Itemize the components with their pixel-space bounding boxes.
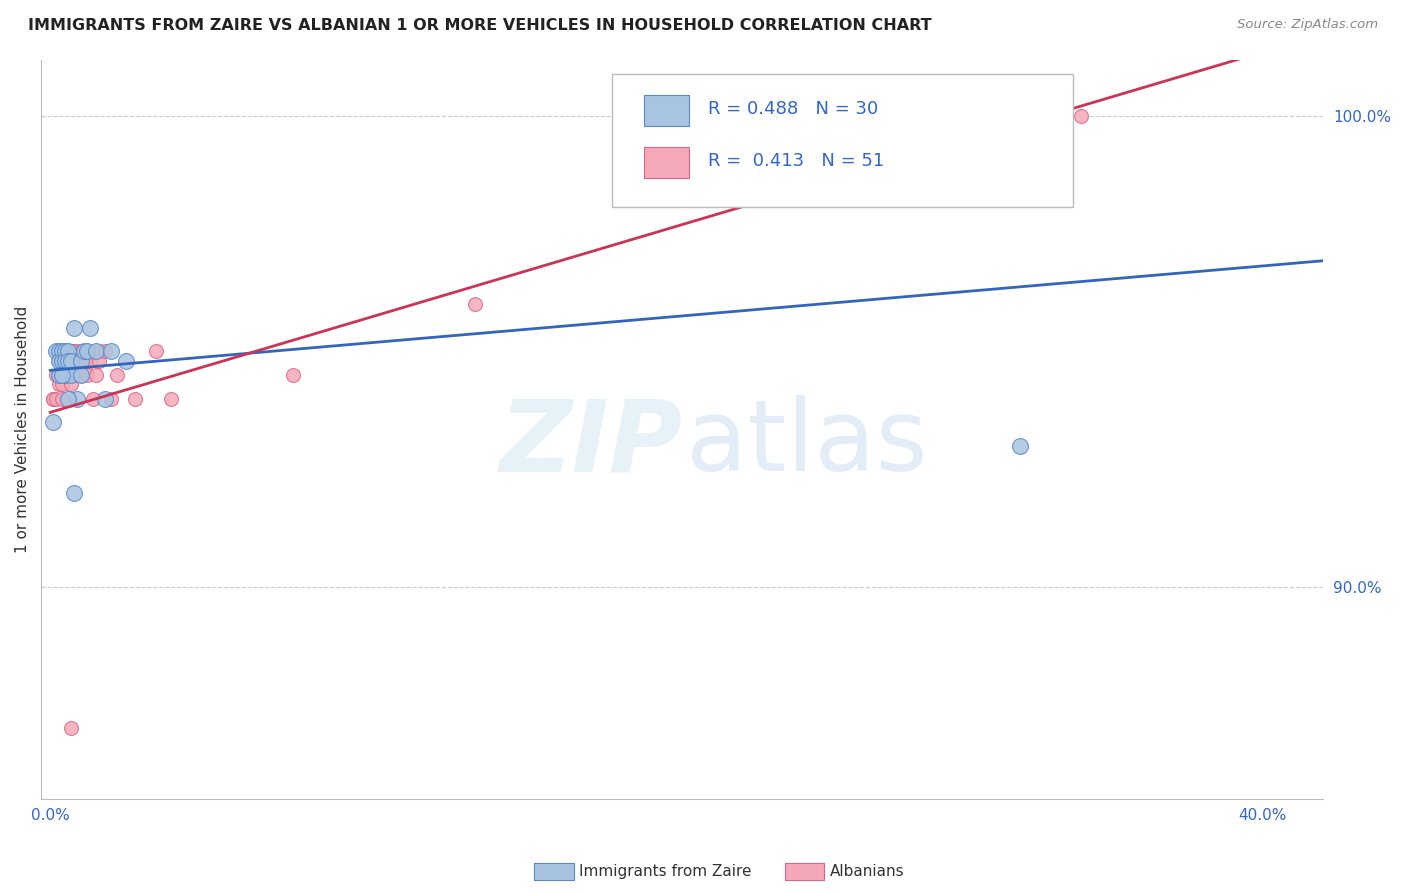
Point — [79, 321, 101, 335]
Point — [60, 377, 83, 392]
Point — [84, 344, 107, 359]
Point — [58, 354, 80, 368]
Point — [72, 344, 94, 359]
Point — [60, 721, 83, 735]
Point — [82, 392, 104, 406]
Point — [63, 344, 86, 359]
Point — [66, 392, 89, 406]
Point — [69, 368, 91, 382]
Point — [69, 354, 91, 368]
Point — [87, 344, 110, 359]
Point — [42, 392, 65, 406]
Point — [58, 344, 80, 359]
Point — [58, 368, 80, 382]
Point — [53, 354, 76, 368]
Point — [1010, 439, 1032, 453]
Point — [72, 344, 94, 359]
Point — [105, 368, 128, 382]
Point — [72, 354, 94, 368]
Point — [100, 392, 122, 406]
Point — [69, 368, 91, 382]
Point — [63, 354, 86, 368]
Point — [60, 344, 83, 359]
FancyBboxPatch shape — [612, 74, 1073, 208]
Point — [51, 368, 73, 382]
Point — [48, 368, 70, 382]
Point — [48, 344, 70, 359]
Point — [464, 297, 486, 311]
Point — [58, 344, 80, 359]
Point — [60, 368, 83, 382]
Point — [66, 368, 89, 382]
Point — [281, 368, 304, 382]
Point — [69, 354, 91, 368]
Point — [63, 321, 86, 335]
Point — [42, 392, 65, 406]
Point — [100, 344, 122, 359]
Point — [124, 392, 146, 406]
Point — [45, 368, 67, 382]
Point — [887, 109, 910, 123]
Text: IMMIGRANTS FROM ZAIRE VS ALBANIAN 1 OR MORE VEHICLES IN HOUSEHOLD CORRELATION CH: IMMIGRANTS FROM ZAIRE VS ALBANIAN 1 OR M… — [28, 18, 932, 33]
Point — [51, 368, 73, 382]
Text: ZIP: ZIP — [499, 395, 682, 492]
Point — [63, 485, 86, 500]
Point — [53, 344, 76, 359]
Point — [53, 368, 76, 382]
Point — [160, 392, 183, 406]
Point — [58, 392, 80, 406]
Point — [60, 354, 83, 368]
Point — [48, 368, 70, 382]
Point — [66, 344, 89, 359]
FancyBboxPatch shape — [644, 95, 689, 126]
Point — [48, 354, 70, 368]
Point — [63, 368, 86, 382]
Point — [53, 368, 76, 382]
Point — [53, 344, 76, 359]
Point — [87, 354, 110, 368]
Point — [48, 354, 70, 368]
Point — [94, 392, 117, 406]
Y-axis label: 1 or more Vehicles in Household: 1 or more Vehicles in Household — [15, 306, 30, 553]
Point — [45, 344, 67, 359]
Point — [51, 354, 73, 368]
FancyBboxPatch shape — [644, 147, 689, 178]
Point — [45, 392, 67, 406]
Point — [42, 415, 65, 429]
Point — [66, 354, 89, 368]
Text: R = 0.488   N = 30: R = 0.488 N = 30 — [707, 100, 879, 118]
Point — [51, 377, 73, 392]
Point — [60, 354, 83, 368]
Point — [79, 354, 101, 368]
Point — [94, 344, 117, 359]
Point — [76, 344, 98, 359]
Point — [48, 377, 70, 392]
Point — [76, 368, 98, 382]
Point — [69, 344, 91, 359]
Point — [48, 344, 70, 359]
Point — [84, 368, 107, 382]
Text: Source: ZipAtlas.com: Source: ZipAtlas.com — [1237, 18, 1378, 31]
Point — [51, 392, 73, 406]
Point — [76, 344, 98, 359]
Point — [53, 354, 76, 368]
Point — [51, 354, 73, 368]
Point — [145, 344, 167, 359]
Point — [1070, 109, 1092, 123]
Point — [60, 368, 83, 382]
Point — [115, 354, 138, 368]
Point — [51, 344, 73, 359]
Text: R =  0.413   N = 51: R = 0.413 N = 51 — [707, 152, 884, 169]
Point — [58, 354, 80, 368]
Text: Albanians: Albanians — [830, 864, 904, 879]
Text: atlas: atlas — [686, 395, 928, 492]
Text: Immigrants from Zaire: Immigrants from Zaire — [579, 864, 752, 879]
